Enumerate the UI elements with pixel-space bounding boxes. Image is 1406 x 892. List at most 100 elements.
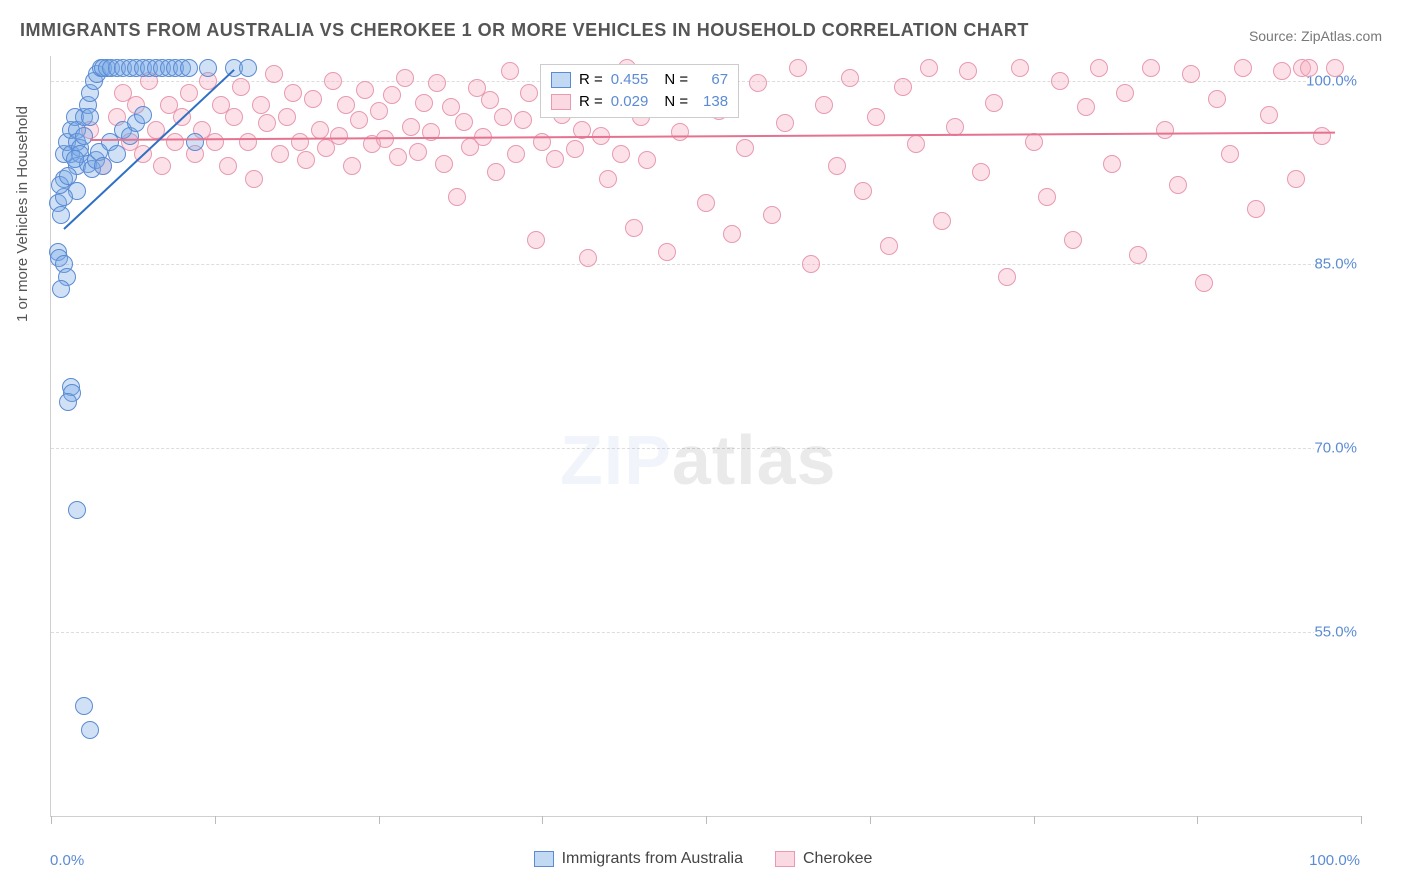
data-point xyxy=(134,106,152,124)
data-point xyxy=(972,163,990,181)
stats-n-value: 67 xyxy=(696,69,728,91)
data-point xyxy=(311,121,329,139)
x-axis-min-label: 0.0% xyxy=(50,852,84,869)
x-tick xyxy=(1197,816,1198,824)
data-point xyxy=(671,123,689,141)
data-point xyxy=(566,140,584,158)
data-point xyxy=(199,59,217,77)
data-point xyxy=(658,243,676,261)
data-point xyxy=(789,59,807,77)
data-point xyxy=(579,249,597,267)
data-point xyxy=(68,501,86,519)
data-point xyxy=(841,69,859,87)
data-point xyxy=(1169,176,1187,194)
data-point xyxy=(1247,200,1265,218)
x-tick xyxy=(215,816,216,824)
data-point xyxy=(527,231,545,249)
data-point xyxy=(1208,90,1226,108)
swatch-b-icon xyxy=(775,851,795,867)
x-tick xyxy=(51,816,52,824)
data-point xyxy=(1011,59,1029,77)
data-point xyxy=(75,127,93,145)
data-point xyxy=(1260,106,1278,124)
data-point xyxy=(284,84,302,102)
data-point xyxy=(494,108,512,126)
data-point xyxy=(1156,121,1174,139)
data-point xyxy=(854,182,872,200)
stats-r-value: 0.029 xyxy=(611,91,649,113)
data-point xyxy=(324,72,342,90)
data-point xyxy=(1116,84,1134,102)
data-point xyxy=(959,62,977,80)
stats-legend: R =0.455N =67R =0.029N =138 xyxy=(540,64,739,118)
data-point xyxy=(625,219,643,237)
data-point xyxy=(180,84,198,102)
data-point xyxy=(304,90,322,108)
data-point xyxy=(252,96,270,114)
data-point xyxy=(186,133,204,151)
data-point xyxy=(828,157,846,175)
data-point xyxy=(81,721,99,739)
legend-item-b: Cherokee xyxy=(775,850,872,868)
data-point xyxy=(880,237,898,255)
gridline xyxy=(51,632,1361,633)
data-point xyxy=(1142,59,1160,77)
legend-label-a: Immigrants from Australia xyxy=(562,850,743,868)
data-point xyxy=(59,393,77,411)
data-point xyxy=(81,108,99,126)
swatch-a-icon xyxy=(534,851,554,867)
data-point xyxy=(75,697,93,715)
stats-n-label: N = xyxy=(664,91,688,113)
data-point xyxy=(514,111,532,129)
data-point xyxy=(1234,59,1252,77)
data-point xyxy=(998,268,1016,286)
data-point xyxy=(271,145,289,163)
data-point xyxy=(66,150,84,168)
stats-n-label: N = xyxy=(664,69,688,91)
stats-r-label: R = xyxy=(579,91,603,113)
data-point xyxy=(383,86,401,104)
data-point xyxy=(376,130,394,148)
data-point xyxy=(166,133,184,151)
data-point xyxy=(409,143,427,161)
x-tick xyxy=(706,816,707,824)
x-tick xyxy=(542,816,543,824)
data-point xyxy=(415,94,433,112)
data-point xyxy=(278,108,296,126)
data-point xyxy=(180,59,198,77)
data-point xyxy=(907,135,925,153)
data-point xyxy=(1038,188,1056,206)
data-point xyxy=(1300,59,1318,77)
data-point xyxy=(1195,274,1213,292)
data-point xyxy=(343,157,361,175)
trend-line xyxy=(90,132,1335,141)
data-point xyxy=(297,151,315,169)
data-point xyxy=(52,206,70,224)
legend-label-b: Cherokee xyxy=(803,850,872,868)
data-point xyxy=(520,84,538,102)
data-point xyxy=(239,59,257,77)
y-tick-label: 85.0% xyxy=(1314,256,1363,273)
data-point xyxy=(1077,98,1095,116)
data-point xyxy=(501,62,519,80)
data-point xyxy=(59,167,77,185)
data-point xyxy=(1326,59,1344,77)
stats-r-label: R = xyxy=(579,69,603,91)
series-legend: Immigrants from Australia Cherokee xyxy=(0,850,1406,868)
data-point xyxy=(1025,133,1043,151)
data-point xyxy=(546,150,564,168)
data-point xyxy=(448,188,466,206)
data-point xyxy=(1313,127,1331,145)
data-point xyxy=(428,74,446,92)
data-point xyxy=(1090,59,1108,77)
stats-row: R =0.029N =138 xyxy=(551,91,728,113)
chart-title: IMMIGRANTS FROM AUSTRALIA VS CHEROKEE 1 … xyxy=(20,20,1029,41)
data-point xyxy=(330,127,348,145)
data-point xyxy=(245,170,263,188)
data-point xyxy=(638,151,656,169)
data-point xyxy=(356,81,374,99)
data-point xyxy=(933,212,951,230)
data-point xyxy=(337,96,355,114)
data-point xyxy=(481,91,499,109)
data-point xyxy=(894,78,912,96)
